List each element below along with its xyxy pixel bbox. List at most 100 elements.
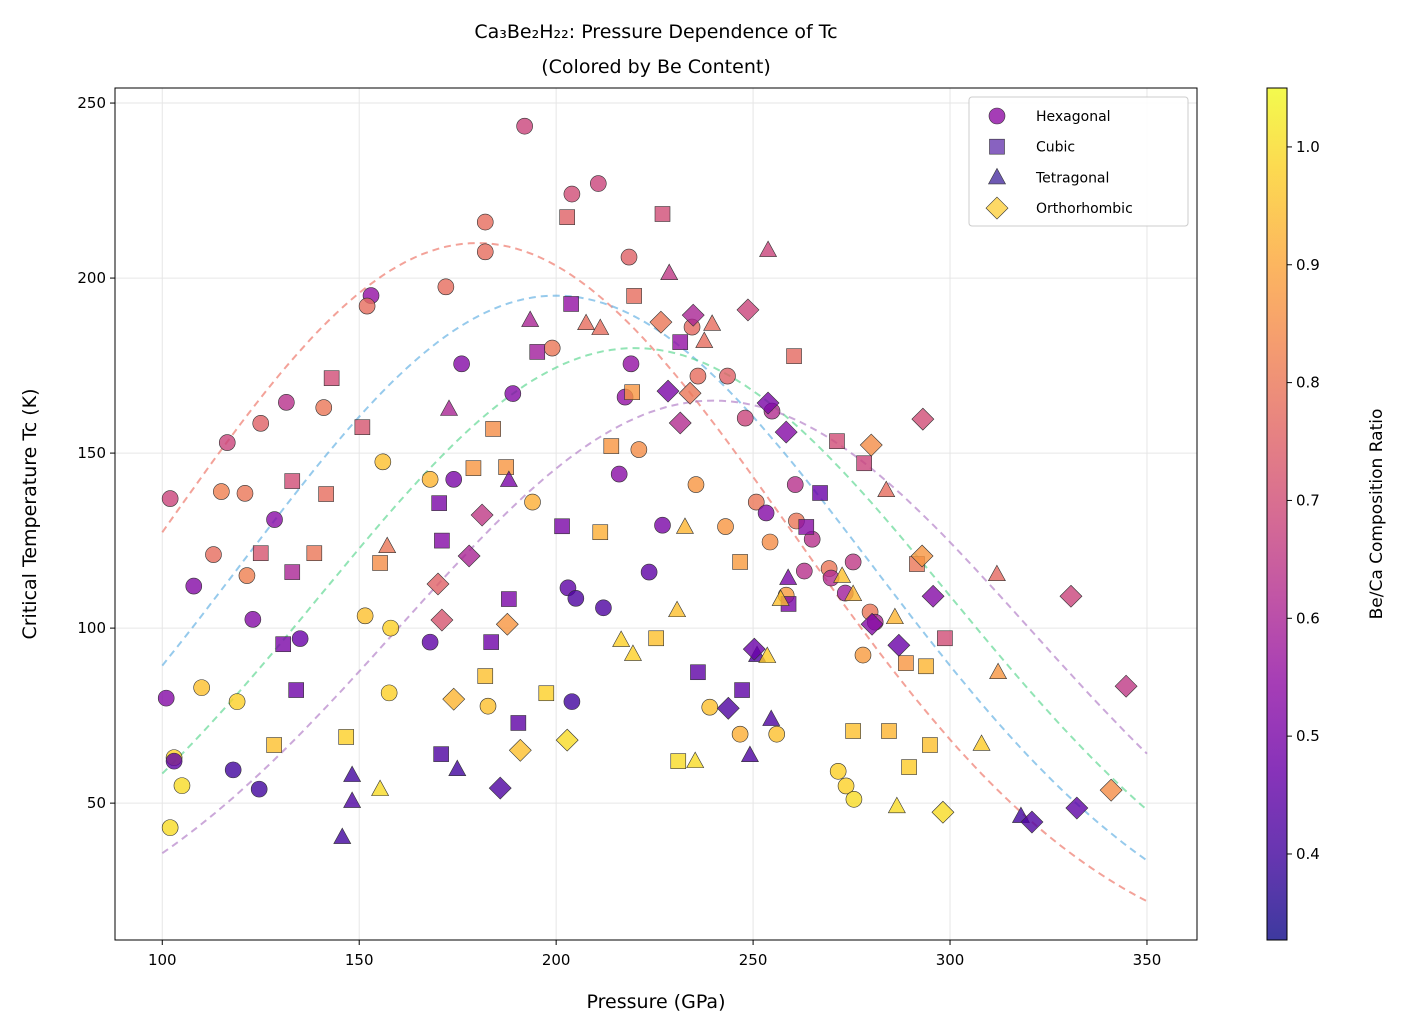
point-hexagonal [421, 471, 439, 488]
colorbar-tick-label: 0.5 [1296, 727, 1320, 745]
point-hexagonal [620, 248, 638, 266]
colorbar-tick-label: 0.7 [1296, 491, 1320, 509]
point-hexagonal [795, 562, 813, 580]
point-tetragonal [675, 517, 694, 534]
point-tetragonal [343, 791, 362, 808]
point-cubic [937, 630, 953, 647]
point-hexagonal [238, 567, 256, 584]
point-hexagonal [563, 693, 581, 710]
point-tetragonal [440, 399, 459, 416]
x-tick-label: 150 [345, 951, 374, 969]
point-tetragonal [885, 607, 904, 625]
y-tick-label: 50 [87, 794, 106, 812]
x-tick-label: 100 [148, 951, 177, 969]
point-hexagonal [504, 385, 522, 402]
point-cubic [592, 524, 609, 541]
point-hexagonal [516, 117, 533, 135]
trend-curve [161, 242, 1148, 903]
axes: 100 150 200 250 300 350 50 100 150 200 250 [77, 94, 1161, 969]
point-orthorhombic [457, 544, 481, 568]
point-tetragonal [499, 470, 518, 487]
point-hexagonal [747, 493, 765, 511]
point-cubic [372, 555, 388, 571]
point-tetragonal [371, 779, 390, 796]
colorbar-tick-label: 0.4 [1296, 845, 1320, 863]
point-tetragonal [378, 536, 397, 554]
point-hexagonal [757, 504, 775, 522]
point-orthorhombic [910, 544, 934, 568]
point-orthorhombic [555, 728, 579, 752]
point-orthorhombic [442, 687, 466, 711]
point-cubic [465, 460, 482, 476]
point-tetragonal [762, 709, 781, 726]
point-hexagonal [701, 698, 719, 716]
data-points [157, 117, 1138, 844]
point-orthorhombic [1114, 674, 1138, 698]
point-tetragonal [833, 566, 852, 583]
point-hexagonal [185, 577, 203, 595]
point-hexagonal [437, 278, 455, 296]
grid-lines [115, 88, 1197, 940]
point-hexagonal [236, 485, 254, 502]
point-orthorhombic [495, 612, 519, 636]
y-axis-label: Critical Temperature Tc (K) [19, 388, 41, 639]
point-cubic [266, 737, 282, 753]
point-hexagonal [845, 790, 863, 808]
chart-title-line2: (Colored by Be Content) [541, 56, 770, 78]
point-orthorhombic [470, 503, 494, 527]
point-tetragonal [759, 240, 778, 257]
point-orthorhombic [887, 633, 911, 657]
point-cubic [483, 634, 499, 650]
point-hexagonal [205, 546, 222, 563]
colorbar-tick-label: 0.6 [1296, 609, 1320, 627]
point-hexagonal [218, 434, 236, 451]
point-cubic [284, 473, 301, 489]
point-hexagonal [228, 693, 246, 710]
point-hexagonal [291, 630, 309, 647]
point-cubic [477, 668, 494, 684]
point-hexagonal [476, 243, 494, 261]
point-cubic [529, 344, 546, 360]
point-orthorhombic [430, 608, 454, 632]
point-hexagonal [610, 465, 628, 483]
point-cubic [275, 636, 291, 653]
point-cubic [670, 753, 687, 769]
point-hexagonal [567, 590, 585, 607]
point-cubic [918, 658, 934, 675]
point-cubic [559, 209, 575, 225]
point-hexagonal [356, 607, 374, 625]
legend-marker-cubic [989, 138, 1005, 155]
point-orthorhombic [668, 411, 692, 435]
point-hexagonal [844, 553, 862, 571]
point-cubic [654, 206, 671, 222]
point-orthorhombic [681, 303, 705, 327]
point-tetragonal [703, 314, 722, 331]
trend-curve [161, 294, 1148, 862]
point-hexagonal [837, 777, 855, 795]
point-cubic [798, 519, 815, 535]
point-tetragonal [989, 662, 1008, 680]
point-cubic [252, 545, 269, 562]
point-hexagonal [278, 394, 295, 411]
trend-curve [161, 399, 1148, 855]
point-orthorhombic [860, 612, 884, 636]
point-cubic [554, 518, 570, 535]
point-cubic [323, 370, 340, 386]
point-tetragonal [623, 644, 642, 661]
point-orthorhombic [859, 433, 883, 457]
y-tick-label: 150 [77, 444, 106, 462]
point-cubic [434, 532, 450, 549]
point-tetragonal [591, 318, 610, 335]
point-orthorhombic [736, 298, 760, 322]
point-orthorhombic [488, 776, 512, 800]
point-hexagonal [630, 441, 648, 458]
point-tetragonal [333, 827, 352, 844]
y-tick-label: 250 [77, 94, 106, 112]
point-cubic [829, 433, 845, 449]
point-tetragonal [448, 759, 467, 776]
point-hexagonal [654, 516, 671, 534]
colorbar-tick-label: 0.8 [1296, 374, 1320, 392]
point-orthorhombic [774, 420, 798, 444]
point-orthorhombic [1020, 810, 1044, 834]
chart-title-line1: Ca₃Be₂H₂₂: Pressure Dependence of Tc [474, 21, 837, 43]
